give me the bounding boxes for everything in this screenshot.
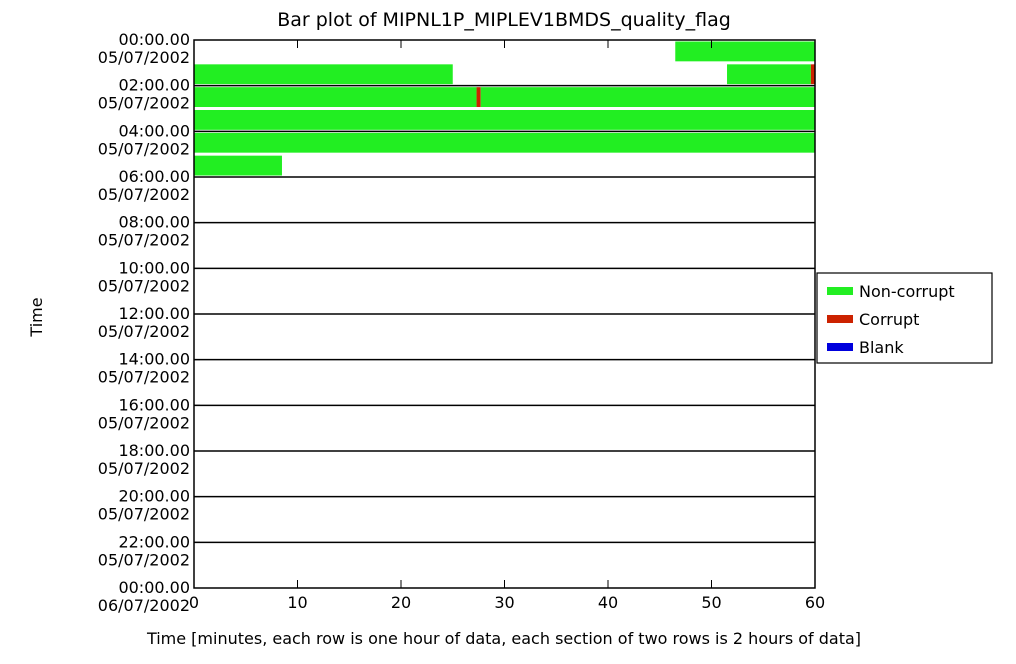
y-tick-date-label: 05/07/2002 [98, 185, 190, 204]
legend-swatch [827, 287, 853, 295]
y-tick-time-label: 20:00.00 [118, 487, 190, 506]
non-corrupt-segment [194, 132, 815, 153]
legend: Non-corrupt Corrupt Blank [816, 272, 993, 364]
bar-segments [194, 41, 815, 176]
y-tick-time-label: 14:00.00 [118, 350, 190, 369]
legend-label: Non-corrupt [859, 282, 955, 301]
y-tick-date-label: 05/07/2002 [98, 505, 190, 524]
y-tick-date-label: 05/07/2002 [98, 550, 190, 569]
non-corrupt-segment [194, 87, 477, 107]
x-tick-label: 50 [701, 593, 721, 612]
y-tick-date-label: 05/07/2002 [98, 231, 190, 250]
x-tick-label: 40 [598, 593, 618, 612]
x-tick-label: 30 [494, 593, 514, 612]
legend-swatch [827, 343, 853, 351]
y-tick-time-label: 16:00.00 [118, 395, 190, 414]
non-corrupt-segment [727, 64, 811, 85]
non-corrupt-segment [194, 64, 453, 85]
y-tick-date-label: 05/07/2002 [98, 48, 190, 67]
y-tick-time-label: 00:00.00 [118, 578, 190, 597]
y-tick-time-label: 00:00.00 [118, 30, 190, 49]
y-tick-date-label: 06/07/2002 [98, 596, 190, 615]
non-corrupt-segment [194, 155, 282, 176]
y-tick-date-label: 05/07/2002 [98, 139, 190, 158]
y-tick-time-label: 12:00.00 [118, 304, 190, 323]
x-axis-label: Time [minutes, each row is one hour of d… [146, 629, 861, 648]
y-tick-time-label: 06:00.00 [118, 167, 190, 186]
corrupt-segment [476, 87, 481, 107]
x-tick-label: 20 [391, 593, 411, 612]
y-tick-time-label: 18:00.00 [118, 441, 190, 460]
y-tick-date-label: 05/07/2002 [98, 368, 190, 387]
y-tick-time-label: 02:00.00 [118, 76, 190, 95]
y-tick-time-label: 10:00.00 [118, 258, 190, 277]
legend-label: Blank [859, 338, 904, 357]
section-dividers [194, 84, 815, 544]
legend-label: Corrupt [859, 310, 919, 329]
y-tick-time-label: 04:00.00 [118, 121, 190, 140]
y-tick-date-label: 05/07/2002 [98, 276, 190, 295]
y-tick-time-label: 08:00.00 [118, 213, 190, 232]
chart-title: Bar plot of MIPNL1P_MIPLEV1BMDS_quality_… [277, 9, 731, 31]
y-tick-date-label: 05/07/2002 [98, 413, 190, 432]
x-tick-label: 10 [287, 593, 307, 612]
y-tick-time-label: 22:00.00 [118, 532, 190, 551]
y-tick-date-label: 05/07/2002 [98, 94, 190, 113]
y-axis-label: Time [27, 297, 46, 337]
y-tick-date-label: 05/07/2002 [98, 459, 190, 478]
non-corrupt-segment [480, 87, 815, 107]
legend-swatch [827, 315, 853, 323]
non-corrupt-segment [675, 41, 815, 62]
x-axis-ticks: 0 10 20 30 40 50 60 [189, 40, 825, 612]
y-axis-ticks: 00:00.0005/07/200202:00.0005/07/200204:0… [98, 30, 200, 615]
corrupt-segment [810, 64, 815, 85]
x-tick-label: 0 [189, 593, 199, 612]
x-tick-label: 60 [805, 593, 825, 612]
non-corrupt-segment [194, 110, 815, 130]
y-tick-date-label: 05/07/2002 [98, 322, 190, 341]
